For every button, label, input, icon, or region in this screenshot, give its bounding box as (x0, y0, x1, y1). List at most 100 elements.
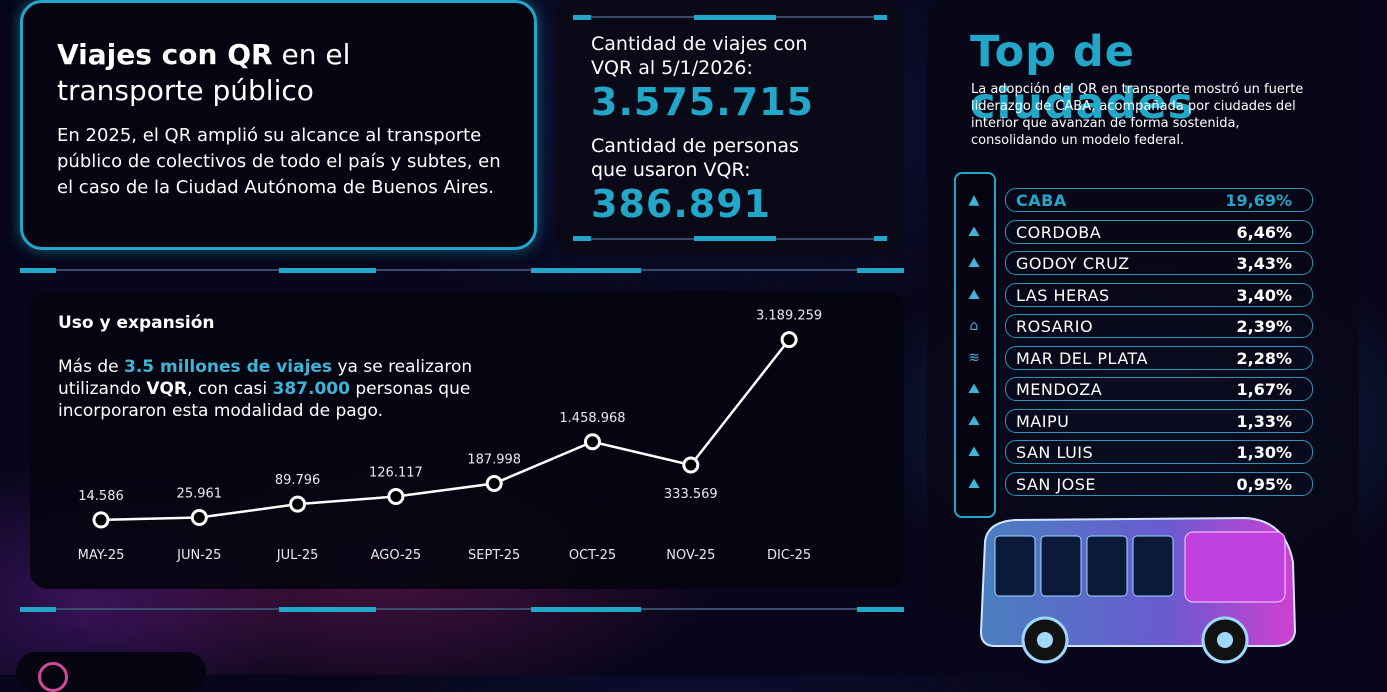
mountain-icon: ⛰ (968, 444, 980, 460)
data-point (485, 475, 503, 493)
stats-top-seg-3 (874, 15, 887, 20)
logo-badge (16, 652, 206, 692)
city-name: MAR DEL PLATA (1016, 348, 1148, 368)
logo-icon (38, 662, 68, 692)
x-tick-label: NOV-25 (666, 548, 715, 563)
intro-title: Viajes con QR en el transporte público (57, 38, 351, 107)
city-value: 19,69% (1225, 191, 1292, 210)
separator-bottom-seg-3 (531, 607, 641, 612)
usage-title: Uso y expansión (58, 313, 215, 333)
city-value: 3,40% (1236, 285, 1292, 305)
data-point (584, 433, 601, 451)
people-label: Cantidad de personas que usaron VQR: (591, 135, 799, 181)
city-name: GODOY CRUZ (1016, 254, 1130, 273)
city-value: 2,28% (1236, 348, 1292, 368)
separator-bottom-seg-4 (857, 607, 904, 612)
top-cities-description: La adopción del QR en transporte mostró … (971, 82, 1304, 148)
people-value: 386.891 (591, 182, 772, 226)
intro-panel: Viajes con QR en el transporte público E… (20, 0, 537, 250)
city-row: GODOY CRUZ 3,43% (1005, 251, 1313, 275)
mountain-icon: ⛰ (968, 475, 980, 492)
data-label: 14.586 (78, 489, 124, 504)
obelisk-icon: ▲ (968, 192, 980, 208)
city-name: SAN LUIS (1016, 443, 1094, 462)
city-name: MAIPU (1016, 411, 1070, 431)
separator-top (20, 269, 904, 271)
data-label: 1.458.968 (559, 411, 625, 426)
stats-bottom-seg-3 (874, 236, 887, 241)
x-tick-label: AGO-25 (371, 548, 422, 563)
data-point (387, 488, 405, 506)
data-label: 25.961 (177, 487, 223, 502)
stats-bottom-seg-2 (694, 236, 776, 241)
city-row: CORDOBA 6,46% (1005, 219, 1313, 244)
mountain-icon: ⛰ (968, 223, 980, 240)
usage-panel: Uso y expansión Más de 3.5 millones de v… (30, 291, 904, 589)
city-row: MAR DEL PLATA 2,28% (1005, 345, 1313, 370)
data-label: 126.117 (369, 466, 423, 481)
intro-text: En 2025, el QR amplió su alcance al tran… (57, 125, 501, 198)
data-point (289, 495, 307, 513)
city-name: ROSARIO (1016, 317, 1094, 336)
data-label: 89.796 (275, 473, 321, 488)
separator-top-seg-4 (857, 268, 904, 273)
city-icon-strip (954, 172, 996, 518)
stats-top-seg-2 (694, 15, 776, 20)
data-point (780, 331, 798, 349)
mountain-icon: ⛰ (968, 286, 980, 303)
top-cities-title: Top de ciudades (970, 27, 1195, 129)
city-value: 3,43% (1236, 254, 1292, 273)
stats-bottom-seg-1 (573, 236, 591, 241)
monument-icon: ⌂ (969, 318, 979, 334)
city-value: 0,95% (1236, 474, 1292, 494)
city-row: CABA 19,69% (1005, 188, 1313, 212)
stats-panel: Cantidad de viajes con VQR al 5/1/2026: … (556, 0, 904, 255)
mountain-icon: ⛰ (968, 412, 980, 429)
x-tick-label: MAY-25 (78, 548, 125, 563)
city-value: 1,67% (1236, 380, 1292, 399)
separator-top-seg-1 (20, 268, 56, 273)
x-tick-label: DIC-25 (767, 548, 811, 563)
sunset-sea-icon: ≋ (968, 349, 980, 366)
city-row: ROSARIO 2,39% (1005, 314, 1313, 338)
x-tick-label: JUN-25 (176, 548, 221, 563)
data-label: 333.569 (664, 487, 718, 502)
mountain-icon: ⛰ (968, 381, 980, 397)
separator-top-seg-2 (279, 268, 376, 273)
city-value: 2,39% (1236, 317, 1292, 336)
city-row: SAN LUIS 1,30% (1005, 440, 1313, 464)
data-point (92, 511, 110, 529)
city-name: SAN JOSE (1016, 474, 1097, 494)
separator-top-seg-3 (531, 268, 641, 273)
city-name: CORDOBA (1016, 222, 1102, 242)
series-line (100, 338, 791, 522)
city-value: 6,46% (1236, 222, 1292, 242)
x-tick-label: JUL-25 (276, 548, 319, 563)
top-cities-panel: Top de ciudades La adopción del QR en tr… (927, 0, 1359, 664)
separator-bottom (20, 608, 904, 610)
city-row: MENDOZA 1,67% (1005, 377, 1313, 401)
bus-illustration (979, 516, 1297, 664)
data-label: 3.189.259 (756, 309, 822, 324)
usage-description: Más de 3.5 millones de viajes ya se real… (58, 357, 473, 421)
city-row: MAIPU 1,33% (1005, 408, 1313, 433)
x-tick-label: SEPT-25 (468, 548, 520, 563)
city-row: SAN JOSE 0,95% (1005, 471, 1313, 496)
city-value: 1,30% (1236, 443, 1292, 462)
x-tick-label: OCT-25 (569, 548, 616, 563)
city-row: LAS HERAS 3,40% (1005, 282, 1313, 307)
stats-top-seg-1 (573, 15, 591, 20)
city-name: CABA (1016, 191, 1067, 210)
data-point (682, 456, 700, 474)
trips-label: Cantidad de viajes con VQR al 5/1/2026: (591, 33, 808, 79)
usage-line-chart: 14.586 MAY-25 25.961 JUN-25 89.796 JUL-25 126.… (78, 309, 823, 563)
mountain-icon: ⛰ (968, 255, 980, 271)
city-name: LAS HERAS (1016, 285, 1110, 305)
data-point (190, 509, 208, 527)
data-label: 187.998 (467, 453, 521, 468)
city-value: 1,33% (1236, 411, 1292, 431)
separator-bottom-seg-2 (279, 607, 376, 612)
trips-value: 3.575.715 (591, 80, 814, 124)
separator-bottom-seg-1 (20, 607, 56, 612)
city-name: MENDOZA (1016, 380, 1103, 399)
